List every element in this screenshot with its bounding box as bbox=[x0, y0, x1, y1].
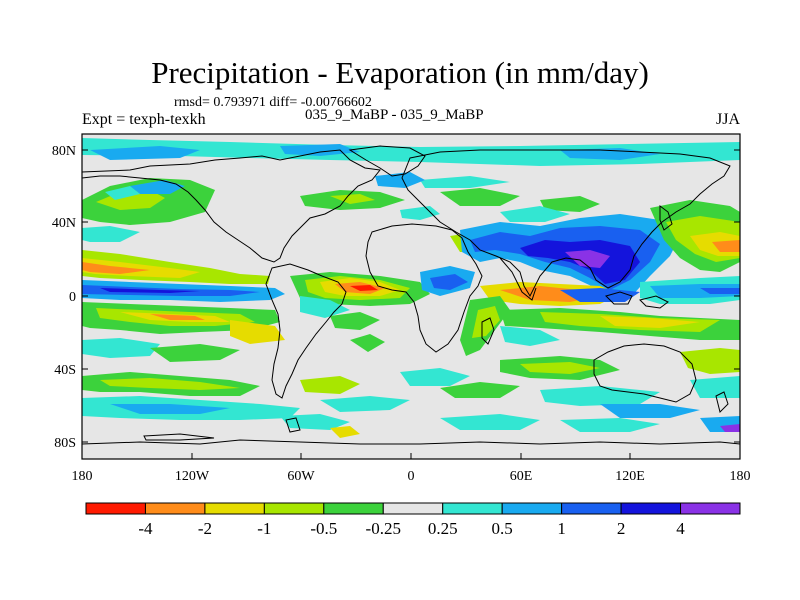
season-label: JJA bbox=[715, 111, 740, 128]
precip-evap-field bbox=[82, 134, 740, 459]
lat-label-80n: 80N bbox=[52, 144, 76, 159]
lon-label-60w: 60W bbox=[287, 469, 315, 484]
lon-label-120w: 120W bbox=[175, 469, 210, 484]
lon-label-180-west: 180 bbox=[72, 469, 93, 484]
colorbar-label: -2 bbox=[198, 519, 212, 538]
colorbar-swatch bbox=[323, 502, 384, 515]
colorbar-swatch bbox=[442, 502, 503, 515]
colorbar-swatch bbox=[680, 502, 741, 515]
experiment-label: Expt = texph-texkh bbox=[82, 111, 206, 128]
colorbar-label: 0.25 bbox=[428, 519, 458, 538]
colorbar: -4 -2 -1 -0.5 -0.25 0.25 0.5 1 2 4 bbox=[85, 502, 741, 538]
colorbar-label: -1 bbox=[257, 519, 271, 538]
map-title: Precipitation - Evaporation (in mm/day) bbox=[151, 55, 649, 90]
colorbar-label: -4 bbox=[138, 519, 153, 538]
colorbar-swatch bbox=[501, 502, 563, 515]
colorbar-swatch bbox=[382, 502, 444, 515]
colorbar-swatch bbox=[204, 502, 265, 515]
lat-tickmarks bbox=[82, 149, 740, 443]
colorbar-swatch bbox=[620, 502, 682, 515]
lon-label-120e: 120E bbox=[615, 469, 645, 484]
lon-label-60e: 60E bbox=[510, 469, 533, 484]
rmsd-diff-stats: rmsd= 0.793971 diff= -0.00766602 bbox=[174, 95, 372, 110]
lon-label-180-east: 180 bbox=[730, 469, 751, 484]
lon-label-0: 0 bbox=[408, 469, 415, 484]
lat-label-equator: 0 bbox=[69, 290, 76, 305]
lat-label-40s: 40S bbox=[54, 363, 76, 378]
colorbar-swatch bbox=[263, 502, 325, 515]
colorbar-label: -0.25 bbox=[366, 519, 401, 538]
colorbar-label: 4 bbox=[676, 519, 685, 538]
colorbar-swatch bbox=[561, 502, 622, 515]
colorbar-label: 2 bbox=[617, 519, 626, 538]
coastlines bbox=[82, 145, 740, 445]
colorbar-label: 0.5 bbox=[492, 519, 513, 538]
runs-label: 035_9_MaBP - 035_9_MaBP bbox=[305, 107, 484, 123]
lat-label-40n: 40N bbox=[52, 216, 76, 231]
colorbar-swatch bbox=[85, 502, 146, 515]
colorbar-label: -0.5 bbox=[310, 519, 337, 538]
lat-label-80s: 80S bbox=[54, 436, 76, 451]
colorbar-label: 1 bbox=[557, 519, 566, 538]
colorbar-swatch bbox=[144, 502, 206, 515]
lon-tickmarks bbox=[81, 453, 741, 459]
